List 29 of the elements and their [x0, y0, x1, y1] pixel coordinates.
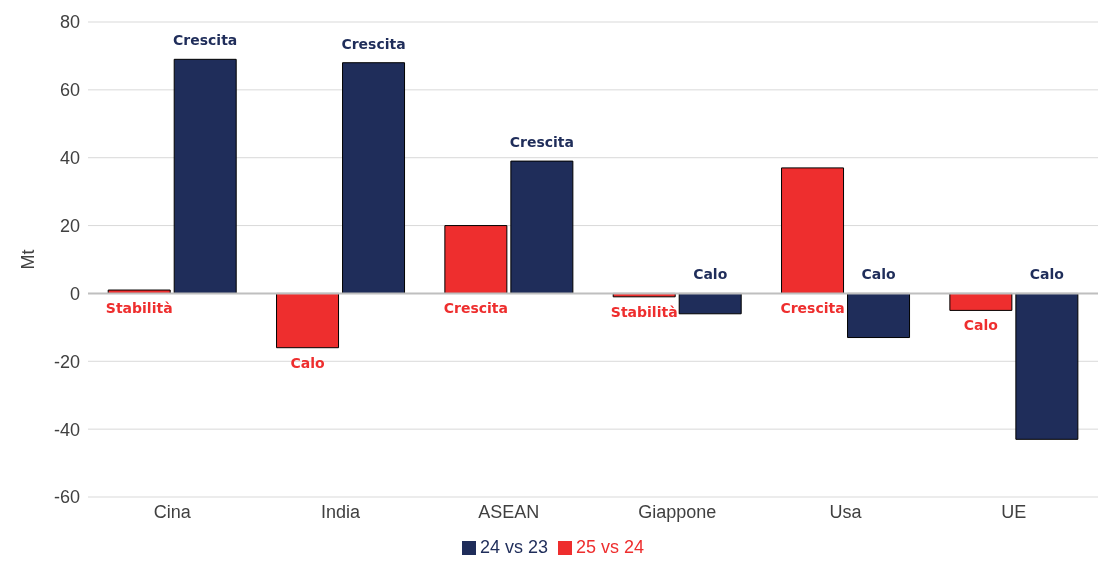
- x-tick-label: Cina: [153, 501, 192, 522]
- y-tick-label: -20: [53, 351, 80, 372]
- y-tick-label: 80: [59, 12, 80, 33]
- y-tick-label: -60: [53, 487, 80, 508]
- x-tick-label: ASEAN: [478, 501, 540, 522]
- data-label: Crescita: [341, 35, 406, 52]
- y-axis-title: Mt: [18, 249, 39, 270]
- data-label: Crescita: [780, 300, 845, 317]
- data-label: Stabilità: [105, 300, 173, 317]
- data-label: Stabilità: [610, 303, 678, 320]
- y-tick-label: 20: [59, 215, 80, 236]
- x-tick-label: Giappone: [638, 501, 717, 522]
- y-tick-label: -40: [53, 419, 80, 440]
- data-label: Crescita: [173, 32, 238, 49]
- y-tick-label: 0: [69, 283, 80, 304]
- x-tick-label: India: [320, 501, 361, 522]
- data-label: Calo: [963, 317, 999, 334]
- data-label: Crescita: [443, 300, 508, 317]
- data-label: Calo: [693, 266, 728, 283]
- legend-label: 25 vs 24: [576, 537, 645, 557]
- data-label: Calo: [290, 354, 325, 371]
- legend-label: 24 vs 23: [479, 537, 548, 557]
- data-label: Crescita: [509, 134, 574, 151]
- x-tick-label: Usa: [829, 501, 863, 522]
- y-tick-label: 60: [59, 80, 80, 101]
- x-tick-label: UE: [1001, 501, 1027, 522]
- data-label: Calo: [1029, 266, 1065, 283]
- y-tick-label: 40: [59, 148, 80, 169]
- data-label: Calo: [861, 266, 896, 283]
